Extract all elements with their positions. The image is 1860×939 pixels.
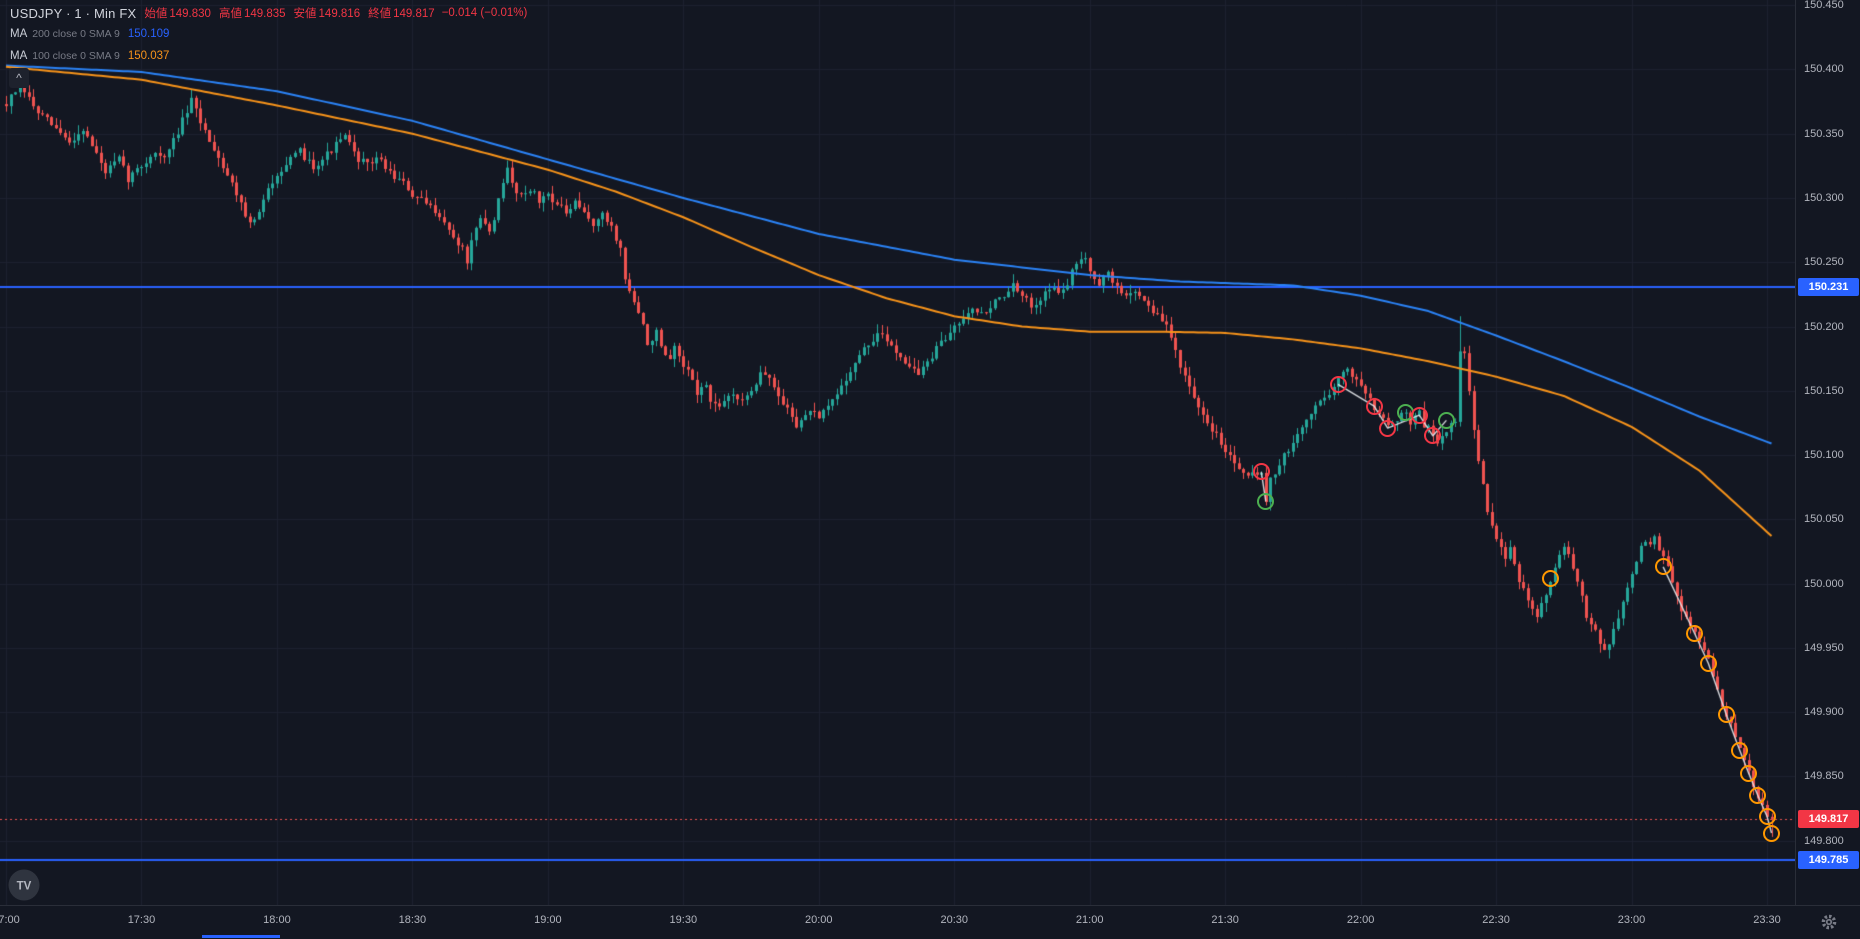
trade-marker-red[interactable] (1410, 406, 1428, 424)
price-tick: 150.100 (1804, 449, 1844, 462)
open-value: 149.830 (169, 8, 211, 20)
chart-legend: USDJPY · 1 · Min FX 始値 149.830 高値 149.835 … (10, 3, 527, 67)
trade-marker-green[interactable] (1257, 492, 1275, 510)
indicator-value: 150.109 (127, 28, 170, 40)
trade-marker-green[interactable] (1437, 411, 1455, 429)
scroll-up-button[interactable]: ^ (9, 68, 29, 88)
time-tick: 21:30 (1211, 914, 1239, 926)
high-value: 149.835 (243, 8, 286, 20)
chevron-up-icon: ^ (16, 71, 22, 85)
price-tick: 150.400 (1804, 63, 1844, 76)
indicator-name: MA (10, 28, 28, 40)
candlestick-canvas[interactable] (0, 0, 1795, 905)
trade-marker-orange[interactable] (1740, 765, 1758, 783)
price-tick: 150.250 (1804, 256, 1844, 269)
indicator-ma200-row[interactable]: MA 200 close 0 SMA 9 150.109 (10, 23, 527, 45)
tradingview-logo-icon: TV (8, 869, 40, 901)
chart-plot-area[interactable]: USDJPY · 1 · Min FX 始値 149.830 高値 149.835 … (0, 0, 1795, 905)
ohlc-high: 高値 149.835 (219, 5, 286, 21)
price-tick: 150.150 (1804, 384, 1844, 397)
price-axis[interactable]: 150.450 150.400 150.350 150.300 150.250 150.2… (1795, 0, 1860, 905)
price-tick: 150.350 (1804, 127, 1844, 140)
price-tick: 150.450 (1804, 0, 1844, 12)
price-tick: 149.900 (1804, 706, 1844, 719)
svg-text:TV: TV (17, 881, 32, 893)
price-tick: 149.950 (1804, 641, 1844, 654)
price-tick: 150.050 (1804, 513, 1844, 526)
trade-marker-red[interactable] (1365, 397, 1383, 415)
open-label: 始値 (144, 8, 168, 20)
ohlc-low: 安値 149.816 (294, 5, 361, 21)
trade-marker-orange[interactable] (1749, 787, 1767, 805)
trade-marker-orange[interactable] (1717, 706, 1735, 724)
trade-marker-orange[interactable] (1731, 742, 1749, 760)
time-tick: 18:00 (263, 914, 291, 926)
ohlc-open: 始値 149.830 (144, 5, 211, 21)
price-tick: 150.300 (1804, 191, 1844, 204)
time-tick: 17:30 (127, 914, 156, 926)
trade-marker-red[interactable] (1329, 375, 1347, 393)
indicator-ma100-row[interactable]: MA 100 close 0 SMA 9 150.037 (10, 45, 527, 67)
change-value: −0.014 (−0.01%) (441, 7, 528, 19)
indicator-params: 100 close 0 SMA 9 (32, 50, 120, 62)
price-tick: 149.800 (1804, 834, 1844, 847)
time-tick: 21:00 (1075, 914, 1104, 926)
close-value: 149.817 (393, 8, 435, 20)
trade-marker-red[interactable] (1252, 463, 1270, 481)
trade-marker-red[interactable] (1424, 427, 1442, 445)
indicator-name: MA (10, 50, 28, 62)
trade-marker-orange[interactable] (1541, 569, 1559, 587)
price-tick: 150.000 (1804, 577, 1844, 590)
time-tick: 18:30 (398, 914, 427, 926)
trade-marker-orange[interactable] (1686, 625, 1704, 643)
time-tick: 23:00 (1617, 914, 1646, 926)
price-tick: 149.850 (1804, 770, 1844, 783)
ohlc-close: 終値 149.817 (368, 5, 435, 21)
trade-marker-orange[interactable] (1654, 558, 1672, 576)
symbol-row: USDJPY · 1 · Min FX 始値 149.830 高値 149.835 … (10, 3, 527, 23)
time-tick: 20:30 (940, 914, 968, 926)
hline-price-label[interactable]: 150.231 (1798, 277, 1859, 296)
time-tick: 17:00 (0, 914, 20, 926)
time-tick: 23:30 (1753, 914, 1781, 926)
last-price-label[interactable]: 149.817 (1798, 809, 1859, 828)
low-value: 149.816 (318, 8, 361, 20)
low-label: 安値 (293, 8, 317, 20)
bottom-blue-strip (202, 935, 280, 938)
tradingview-logo[interactable]: TV (7, 868, 41, 902)
trade-marker-orange[interactable] (1699, 654, 1717, 672)
symbol-title[interactable]: USDJPY · 1 · Min FX (10, 5, 137, 21)
time-tick: 22:00 (1346, 914, 1375, 926)
trade-marker-orange[interactable] (1758, 807, 1776, 825)
high-label: 高値 (218, 8, 242, 20)
trade-marker-orange[interactable] (1763, 824, 1780, 842)
time-tick: 20:00 (805, 914, 833, 926)
indicator-params: 200 close 0 SMA 9 (32, 28, 120, 40)
indicator-value: 150.037 (127, 50, 170, 62)
trade-marker-red[interactable] (1379, 419, 1397, 437)
time-tick: 22:30 (1482, 914, 1510, 926)
time-tick: 19:30 (669, 914, 698, 926)
time-axis[interactable]: 17:00 17:30 18:00 18:30 19:00 19:30 20:00 20:30… (0, 905, 1860, 939)
price-tick: 150.200 (1804, 320, 1844, 333)
hline-price-label[interactable]: 149.785 (1798, 851, 1859, 869)
close-label: 終値 (368, 8, 392, 20)
time-tick: 19:00 (534, 914, 562, 926)
settings-gear-icon[interactable] (1820, 913, 1838, 931)
